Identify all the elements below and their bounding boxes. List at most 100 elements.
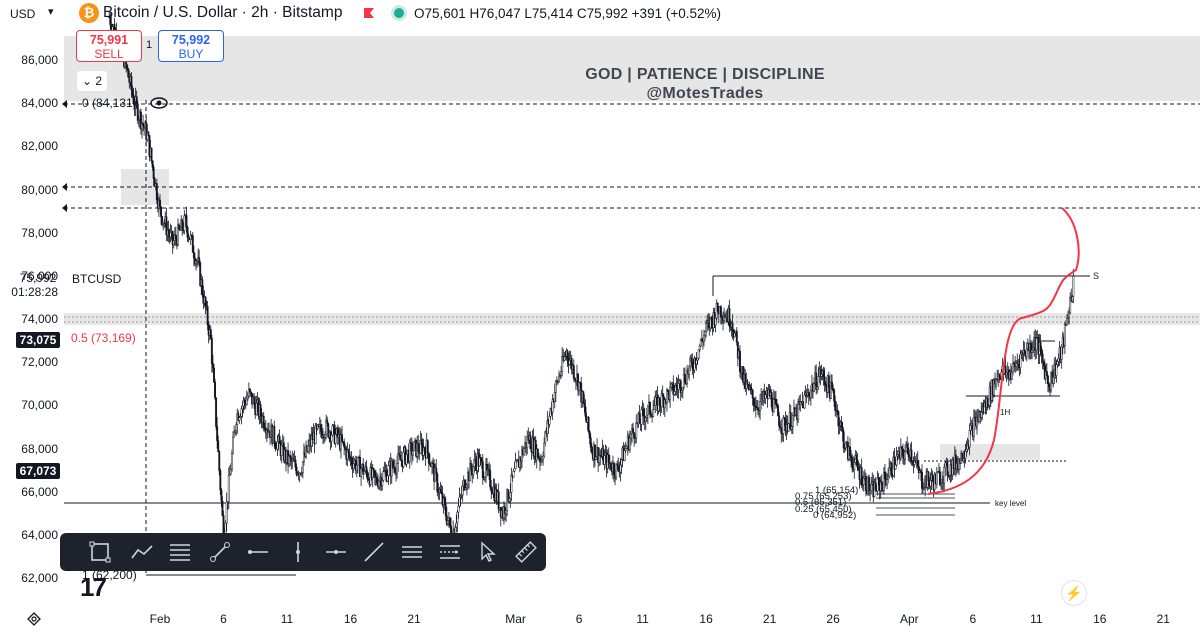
candle [890, 463, 893, 476]
vertical-line-icon[interactable] [286, 540, 310, 564]
candle [1063, 324, 1066, 346]
candle [1060, 346, 1063, 360]
candle [355, 465, 358, 471]
candle [646, 405, 649, 416]
trend-line-icon[interactable] [208, 540, 232, 564]
price-tick-label: 74,000 [21, 312, 58, 326]
candle [229, 469, 232, 475]
small-fib-label: 0 (64,952) [813, 509, 857, 521]
candle [628, 437, 631, 450]
candle [856, 459, 859, 468]
watermark-line2: @MotesTrades [646, 85, 764, 102]
candle [446, 520, 449, 525]
candle [894, 464, 897, 470]
price-tick-label: 76,000 [21, 268, 58, 283]
candle [512, 470, 515, 478]
candle [776, 403, 778, 407]
candle [331, 425, 334, 436]
candle [633, 432, 636, 439]
candle [523, 448, 526, 456]
candle [907, 447, 910, 456]
candle [590, 447, 593, 453]
candle [140, 111, 142, 130]
horizontal-line-icon[interactable] [324, 540, 348, 564]
buy-button[interactable]: 75,992 BUY [158, 30, 224, 62]
candle [259, 404, 262, 417]
candle [186, 226, 189, 238]
candle [246, 396, 249, 400]
candle [147, 132, 150, 136]
indicator-count: 2 [95, 74, 103, 88]
candle [649, 401, 651, 415]
candle [376, 477, 378, 484]
candle [1035, 337, 1038, 351]
candle [921, 472, 923, 489]
candle [583, 402, 586, 408]
candle [159, 199, 161, 208]
ray-tool-icon[interactable] [362, 540, 386, 564]
time-tick-label: 11 [1030, 612, 1043, 626]
candle [419, 440, 422, 454]
candle [615, 463, 618, 478]
tradingview-logo-icon[interactable]: 17 [80, 572, 107, 602]
candle [964, 450, 967, 459]
candle [130, 76, 133, 91]
candle [860, 467, 863, 486]
candle [609, 463, 612, 470]
cursor-icon[interactable] [476, 540, 500, 564]
candle [253, 397, 256, 404]
candle [435, 467, 438, 475]
small-fib-label: 0.5 (65,351) [795, 497, 847, 509]
eye-icon[interactable] [149, 96, 169, 110]
rectangle-tool-icon[interactable] [88, 540, 112, 564]
market-open-status-icon[interactable] [394, 8, 404, 18]
ohlc-text: O75,601 H76,047 L75,414 C75,992 +391 (+0… [414, 6, 721, 21]
candle [211, 363, 214, 369]
candle [153, 178, 156, 187]
gear-icon[interactable] [27, 612, 41, 626]
small-fib-label: 0.75 (65,253) [795, 491, 852, 503]
candle [456, 511, 459, 524]
candle [1068, 312, 1071, 318]
candle [276, 441, 279, 450]
currency-selector[interactable]: USD [10, 7, 36, 21]
candle [219, 470, 222, 491]
candle [1071, 296, 1074, 302]
candle [944, 462, 947, 468]
candle [669, 386, 672, 401]
small-fib-label: 1 (65,154) [815, 485, 859, 496]
candle [411, 450, 414, 456]
parallel-channel-icon[interactable] [400, 540, 424, 564]
candle [874, 482, 877, 491]
currency-caret-icon[interactable]: ▾ [48, 6, 54, 18]
candle [916, 459, 919, 467]
indicators-collapse-button[interactable]: ⌄ 2 [76, 70, 108, 92]
candle [943, 466, 946, 484]
candle [681, 387, 684, 392]
small-fib [876, 493, 955, 516]
ruler-icon[interactable] [514, 540, 538, 564]
flash-icon[interactable]: ⚡ [1061, 580, 1087, 606]
flag-icon[interactable] [363, 7, 375, 19]
candle [696, 357, 699, 361]
candle [823, 376, 826, 385]
fib-channel-icon[interactable] [438, 540, 462, 564]
candle [458, 496, 461, 507]
fib-retracement-icon[interactable] [168, 540, 192, 564]
candle [221, 500, 224, 516]
candle [204, 296, 207, 308]
sell-button[interactable]: 75,991 SELL [76, 30, 142, 62]
candle [560, 371, 563, 376]
path-tool-icon[interactable] [130, 540, 154, 564]
candle [278, 435, 281, 444]
projection-curve [927, 207, 1080, 495]
horizontal-ray-icon[interactable] [246, 540, 270, 564]
candle [551, 399, 554, 413]
price-tick-label: 80,000 [21, 182, 58, 197]
candle [661, 393, 664, 397]
candle [405, 454, 408, 465]
symbol-title[interactable]: Bitcoin / U.S. Dollar · 2h · Bitstamp [103, 4, 343, 21]
time-tick-label: 21 [762, 612, 777, 626]
bitcoin-logo-icon: ₿ [79, 3, 99, 23]
